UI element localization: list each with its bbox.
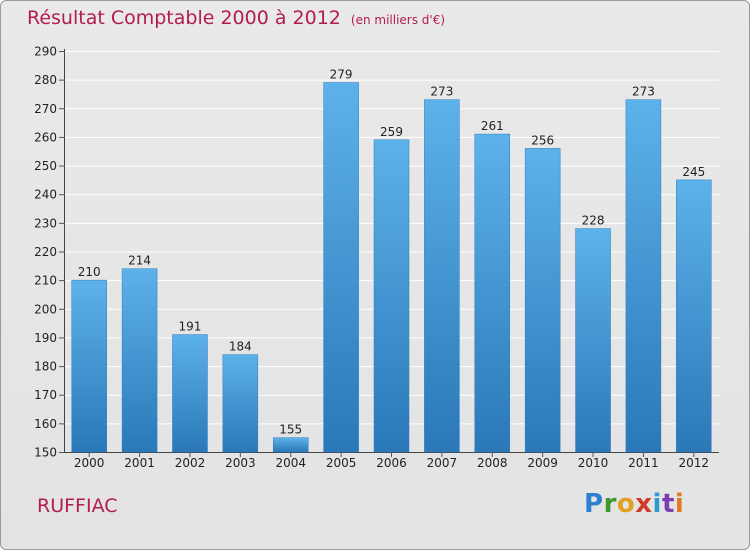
proxiti-logo[interactable]: Proxiti: [584, 489, 684, 519]
labels: 210 2000 214 2001 191 2002 184 2003 155 2004 279 20…: [74, 68, 709, 470]
logo-letter: o: [616, 489, 636, 519]
chart-title: Résultat Comptable 2000 à 2012 (en millie…: [27, 7, 445, 29]
bar-2010: [575, 228, 611, 453]
x-tick-label-2010: 2010: [578, 456, 609, 470]
x-tick-label-2011: 2011: [628, 456, 659, 470]
chart-title-text: Résultat Comptable 2000 à 2012: [27, 7, 341, 29]
y-tick-label: 260: [34, 130, 57, 144]
y-tick-label: 210: [34, 274, 57, 288]
y-tick-label: 290: [34, 45, 57, 59]
axes: 150 160 170 180 190 200 210 220 230 240 250 260 270 2…: [34, 45, 719, 460]
x-tick-label-2000: 2000: [74, 456, 105, 470]
y-tick-label: 240: [34, 188, 57, 202]
data-label-2005: 279: [330, 68, 353, 82]
chart-subtitle: (en milliers d'€): [350, 13, 446, 27]
y-tick-label: 280: [34, 73, 57, 87]
data-label-2007: 273: [430, 85, 453, 99]
x-tick-label-2005: 2005: [326, 456, 357, 470]
bar-2007: [424, 99, 460, 453]
bar-2008: [474, 133, 511, 453]
data-label-2009: 256: [531, 133, 554, 147]
logo-letter: r: [603, 489, 617, 519]
logo-letter: x: [635, 489, 653, 519]
y-tick-label: 160: [34, 417, 57, 431]
logo-letter: P: [584, 489, 604, 519]
x-tick-label-2007: 2007: [427, 456, 458, 470]
data-label-2001: 214: [128, 254, 151, 268]
x-tick-label-2002: 2002: [175, 456, 206, 470]
data-label-2008: 261: [481, 119, 504, 133]
data-label-2000: 210: [78, 265, 101, 279]
data-label-2012: 245: [682, 165, 705, 179]
bars: [71, 82, 712, 453]
y-tick-label: 250: [34, 159, 57, 173]
logo-letter: i: [652, 489, 662, 519]
x-tick-label-2008: 2008: [477, 456, 508, 470]
x-tick-label-2009: 2009: [527, 456, 558, 470]
bar-2003: [222, 354, 259, 453]
x-tick-label-2006: 2006: [376, 456, 407, 470]
bar-2009: [524, 148, 561, 453]
data-label-2011: 273: [632, 85, 655, 99]
y-tick-label: 180: [34, 360, 57, 374]
y-tick-label: 150: [34, 446, 57, 460]
data-label-2003: 184: [229, 340, 252, 354]
bar-2000: [71, 279, 107, 453]
bar-2001: [121, 268, 158, 453]
y-tick-label: 230: [34, 216, 57, 230]
y-tick-label: 200: [34, 302, 57, 316]
bar-2002: [172, 334, 208, 453]
bar-2005: [323, 82, 359, 453]
logo-letter: t: [661, 489, 675, 519]
bar-2006: [373, 139, 410, 453]
commune-name: RUFFIAC: [37, 495, 118, 517]
y-tick-label: 270: [34, 102, 57, 116]
y-tick-label: 220: [34, 245, 57, 259]
y-tick-label: 190: [34, 331, 57, 345]
y-tick-label: 170: [34, 388, 57, 402]
data-label-2006: 259: [380, 125, 403, 139]
bar-2012: [676, 179, 712, 453]
x-tick-label-2001: 2001: [124, 456, 155, 470]
bar-2004: [272, 437, 309, 453]
data-label-2004: 155: [279, 423, 302, 437]
x-tick-label-2003: 2003: [225, 456, 256, 470]
logo-letter: i: [674, 489, 685, 519]
bar-2011: [625, 99, 662, 453]
data-label-2002: 191: [179, 320, 202, 334]
x-tick-label-2012: 2012: [679, 456, 710, 470]
data-label-2010: 228: [582, 214, 605, 228]
x-tick-label-2004: 2004: [275, 456, 306, 470]
